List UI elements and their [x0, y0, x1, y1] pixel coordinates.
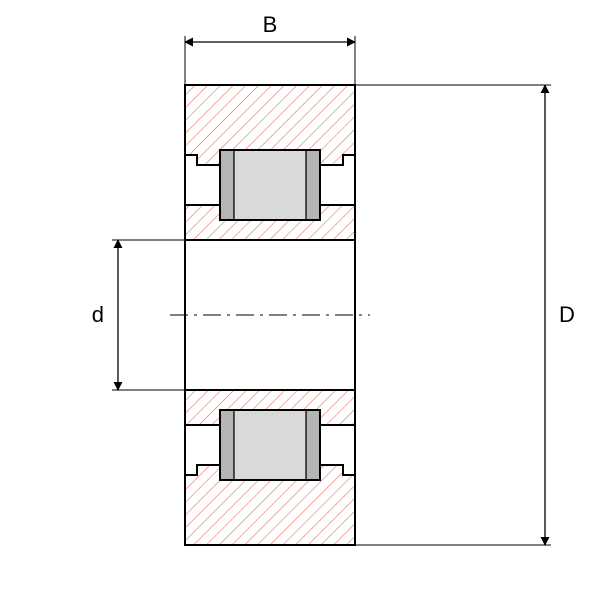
- roller-bottom: [220, 410, 320, 480]
- roller-top: [220, 150, 320, 220]
- dim-label-B: B: [263, 12, 278, 37]
- bearing-cross-section: Bd D: [0, 0, 600, 600]
- dim-label-d: d: [92, 302, 104, 327]
- dim-label-D: D: [559, 302, 575, 327]
